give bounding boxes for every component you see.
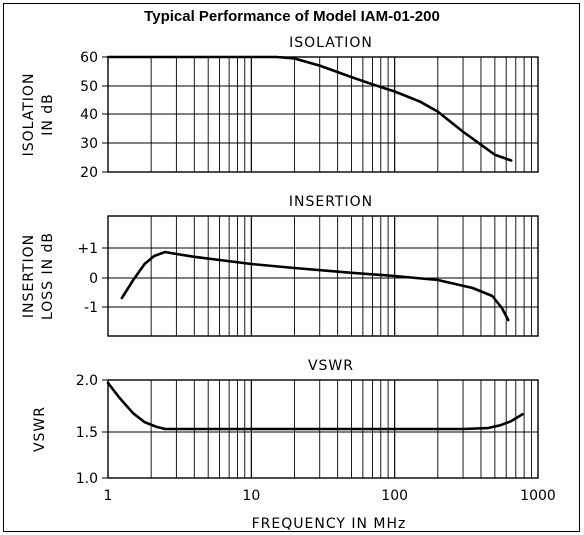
y-tick-label: 0 xyxy=(89,271,98,287)
y-axis-label: VSWR xyxy=(32,406,48,452)
y-tick-label: 1.0 xyxy=(76,471,98,487)
y-tick-label: 1.5 xyxy=(76,425,98,441)
plot-area-border xyxy=(107,215,539,337)
chart-title: VSWR xyxy=(308,358,354,374)
x-tick-label: 10 xyxy=(242,488,260,504)
chart-title: INSERTION xyxy=(289,194,373,210)
series-line xyxy=(120,250,510,322)
y-tick-label: 20 xyxy=(80,165,98,181)
x-tick-label: 100 xyxy=(381,488,408,504)
page-title: Typical Performance of Model IAM-01-200 xyxy=(144,8,440,25)
y-axis-label: IN dB xyxy=(40,93,56,136)
y-axis-label: ISOLATION xyxy=(21,73,37,157)
y-tick-label: +1 xyxy=(77,241,98,257)
y-tick-label: 2.0 xyxy=(76,373,98,389)
y-tick-label: -1 xyxy=(84,300,98,316)
y-tick-label: 30 xyxy=(80,136,98,152)
chart-panel-vswr: 2.0 1.5 1.0 VSWR VSWR 1 10 100 1000 FREQUENCY IN … xyxy=(32,358,556,532)
plot-area-border xyxy=(107,56,539,173)
x-tick-label: 1 xyxy=(104,488,113,504)
x-axis-label: FREQUENCY IN MHz xyxy=(252,516,407,532)
y-axis-label: INSERTION xyxy=(21,234,37,318)
y-tick-label: 50 xyxy=(80,79,98,95)
series-line xyxy=(106,381,524,431)
x-tick-label: 1000 xyxy=(520,488,556,504)
y-tick-label: 60 xyxy=(80,50,98,66)
y-tick-label: 40 xyxy=(80,107,98,123)
plot-area-border xyxy=(107,379,539,479)
chart-title: ISOLATION xyxy=(289,35,373,51)
series-line xyxy=(106,55,513,162)
y-axis-label: LOSS IN dB xyxy=(40,232,56,320)
